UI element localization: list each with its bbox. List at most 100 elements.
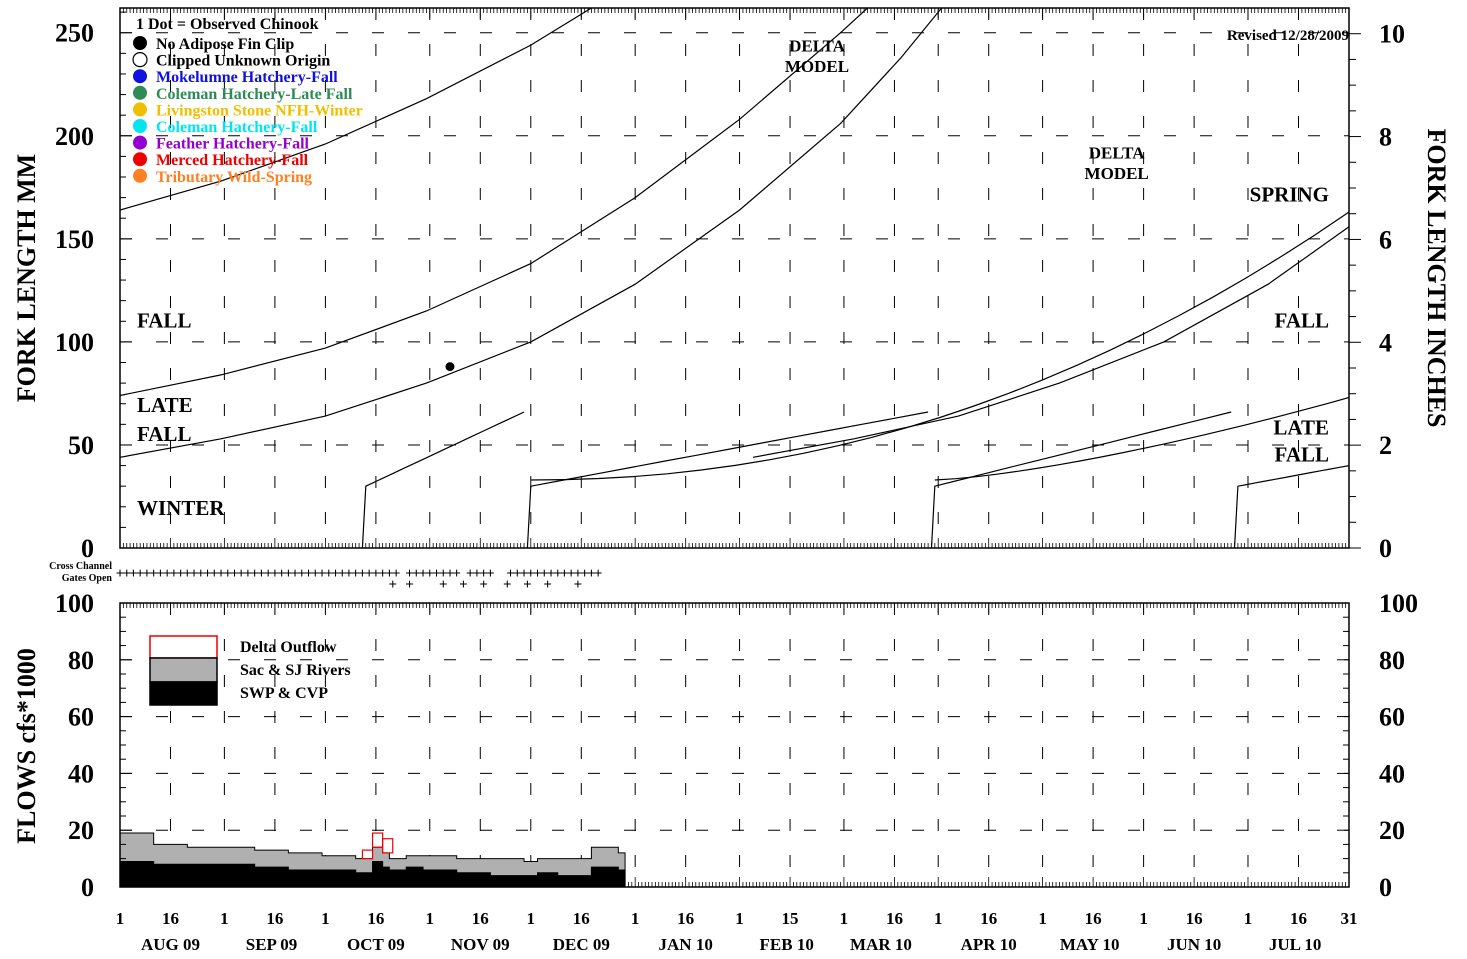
winter-curve xyxy=(361,411,525,548)
cross-channel-gates: Cross Channel Gates Open +++++++++++++++… xyxy=(49,561,602,593)
gate-open-mark: + xyxy=(149,566,158,582)
gate-open-mark: + xyxy=(523,577,532,593)
lower-grid xyxy=(120,603,1349,887)
gate-open-mark: + xyxy=(439,566,448,582)
y-tick-label-mm: 150 xyxy=(55,225,94,254)
x-month-label: JAN 10 xyxy=(659,935,713,954)
legend-label: Coleman Hatchery-Fall xyxy=(156,119,318,136)
gate-open-mark: + xyxy=(419,566,428,582)
y-tick-label-flows: 100 xyxy=(55,589,94,618)
gate-open-mark: + xyxy=(311,566,320,582)
x-day-label: 16 xyxy=(980,909,997,928)
ylabel-flows: FLOWS cfs*1000 xyxy=(12,648,41,844)
run-label: SPRING xyxy=(1250,183,1329,207)
x-day-label: 1 xyxy=(1244,909,1253,928)
legend-label: Clipped Unknown Origin xyxy=(156,53,330,70)
gate-open-mark: + xyxy=(574,577,583,593)
x-day-label: 1 xyxy=(1139,909,1148,928)
gate-open-mark: + xyxy=(412,566,421,582)
upper-grid xyxy=(120,8,1349,548)
run-label: LATE xyxy=(1273,416,1329,440)
gate-open-mark: + xyxy=(392,566,401,582)
x-day-label: 1 xyxy=(934,909,943,928)
x-month-label: NOV 09 xyxy=(451,935,510,954)
gate-open-mark: + xyxy=(520,566,529,582)
x-day-label: 16 xyxy=(1186,909,1203,928)
gate-open-mark: + xyxy=(345,566,354,582)
legend-label: Feather Hatchery-Fall xyxy=(156,136,310,153)
gate-open-mark: + xyxy=(574,566,583,582)
y-tick-label-inches: 0 xyxy=(1379,534,1392,563)
y-tick-label-inches: 4 xyxy=(1379,328,1392,357)
gate-open-mark: + xyxy=(203,566,212,582)
gate-open-mark: + xyxy=(190,566,199,582)
observed-fish-dot xyxy=(445,362,455,372)
x-day-label: 1 xyxy=(426,909,435,928)
flow-legend-swatch xyxy=(149,657,218,683)
x-month-label: JUN 10 xyxy=(1167,935,1221,954)
x-day-label: 16 xyxy=(266,909,283,928)
flow-legend-swatch xyxy=(149,681,218,706)
gate-open-mark: + xyxy=(527,566,536,582)
gate-open-mark: + xyxy=(567,566,576,582)
gate-open-mark: + xyxy=(473,566,482,582)
x-day-label: 16 xyxy=(573,909,590,928)
gate-open-mark: + xyxy=(553,566,562,582)
fall-curve xyxy=(530,211,1349,481)
gates-label-line1: Cross Channel xyxy=(49,561,112,572)
late-fall-curve xyxy=(934,396,1349,481)
y-tick-label-flows: 0 xyxy=(81,873,94,902)
y-tick-label-inches: 8 xyxy=(1379,123,1392,152)
legend-marker xyxy=(133,69,147,84)
upper-plot-frame xyxy=(119,7,1350,549)
lower-ticks: 0 0 20 20 40 40 60 60 80 80 100 100 xyxy=(55,589,1418,902)
gates-label-line2: Gates Open xyxy=(62,573,113,584)
x-day-label: 16 xyxy=(162,909,179,928)
gate-open-mark: + xyxy=(217,566,226,582)
gate-open-mark: + xyxy=(452,566,461,582)
legend-label: Mokelumne Hatchery-Fall xyxy=(156,69,338,86)
gate-open-mark: + xyxy=(257,566,266,582)
x-day-label: 1 xyxy=(631,909,640,928)
gate-open-mark: + xyxy=(284,566,293,582)
y-tick-label-flows: 20 xyxy=(68,816,94,845)
growth-curve xyxy=(120,8,592,211)
y-tick-label-flows: 40 xyxy=(68,759,94,788)
x-day-label: 1 xyxy=(527,909,536,928)
x-day-label: 1 xyxy=(735,909,744,928)
gate-open-mark: + xyxy=(486,566,495,582)
gate-open-mark: + xyxy=(338,566,347,582)
run-label: LATE xyxy=(137,393,193,417)
flow-legend: Delta Outflow Sac & SJ Rivers SWP & CVP xyxy=(149,635,351,706)
x-month-label: SEP 09 xyxy=(246,935,298,954)
date-axis: 1 16 1 16 1 16 1 16 1 16 1 16 1 15 1 16 1 16 1 16 1 16 1 16 31 AU… xyxy=(116,909,1358,954)
run-label: WINTER xyxy=(137,496,225,520)
run-label: FALL xyxy=(137,308,191,332)
gate-open-mark: + xyxy=(378,566,387,582)
legend-marker xyxy=(133,36,147,50)
run-label: DELTA xyxy=(1089,143,1145,162)
x-month-label: MAY 10 xyxy=(1060,935,1120,954)
gate-open-mark: + xyxy=(560,566,569,582)
gate-open-mark: + xyxy=(116,566,125,582)
gate-open-mark: + xyxy=(122,566,131,582)
gate-open-mark: + xyxy=(197,566,206,582)
x-month-label: DEC 09 xyxy=(553,935,610,954)
gate-open-mark: + xyxy=(163,566,172,582)
y-tick-label-flows-right: 60 xyxy=(1379,703,1405,732)
run-label: FALL xyxy=(1275,308,1329,332)
legend-title: 1 Dot = Observed Chinook xyxy=(136,16,319,33)
upper-ticks: 0 50 100 150 200 250 0 2 4 6 8 10 xyxy=(55,8,1405,563)
x-month-label: AUG 09 xyxy=(141,935,200,954)
flows-panel: 0 0 20 20 40 40 60 60 80 80 100 100 Delta Outflow Sa… xyxy=(12,589,1418,902)
x-day-label: 1 xyxy=(116,909,125,928)
winter-curve xyxy=(526,411,929,548)
y-tick-label-flows-right: 100 xyxy=(1379,589,1418,618)
y-tick-label-flows-right: 20 xyxy=(1379,816,1405,845)
gate-open-mark: + xyxy=(136,566,145,582)
x-day-label: 1 xyxy=(1038,909,1047,928)
fish-legend: 1 Dot = Observed Chinook No Adipose Fin C… xyxy=(132,16,363,186)
gate-open-mark: + xyxy=(533,566,542,582)
gate-open-mark: + xyxy=(479,577,488,593)
